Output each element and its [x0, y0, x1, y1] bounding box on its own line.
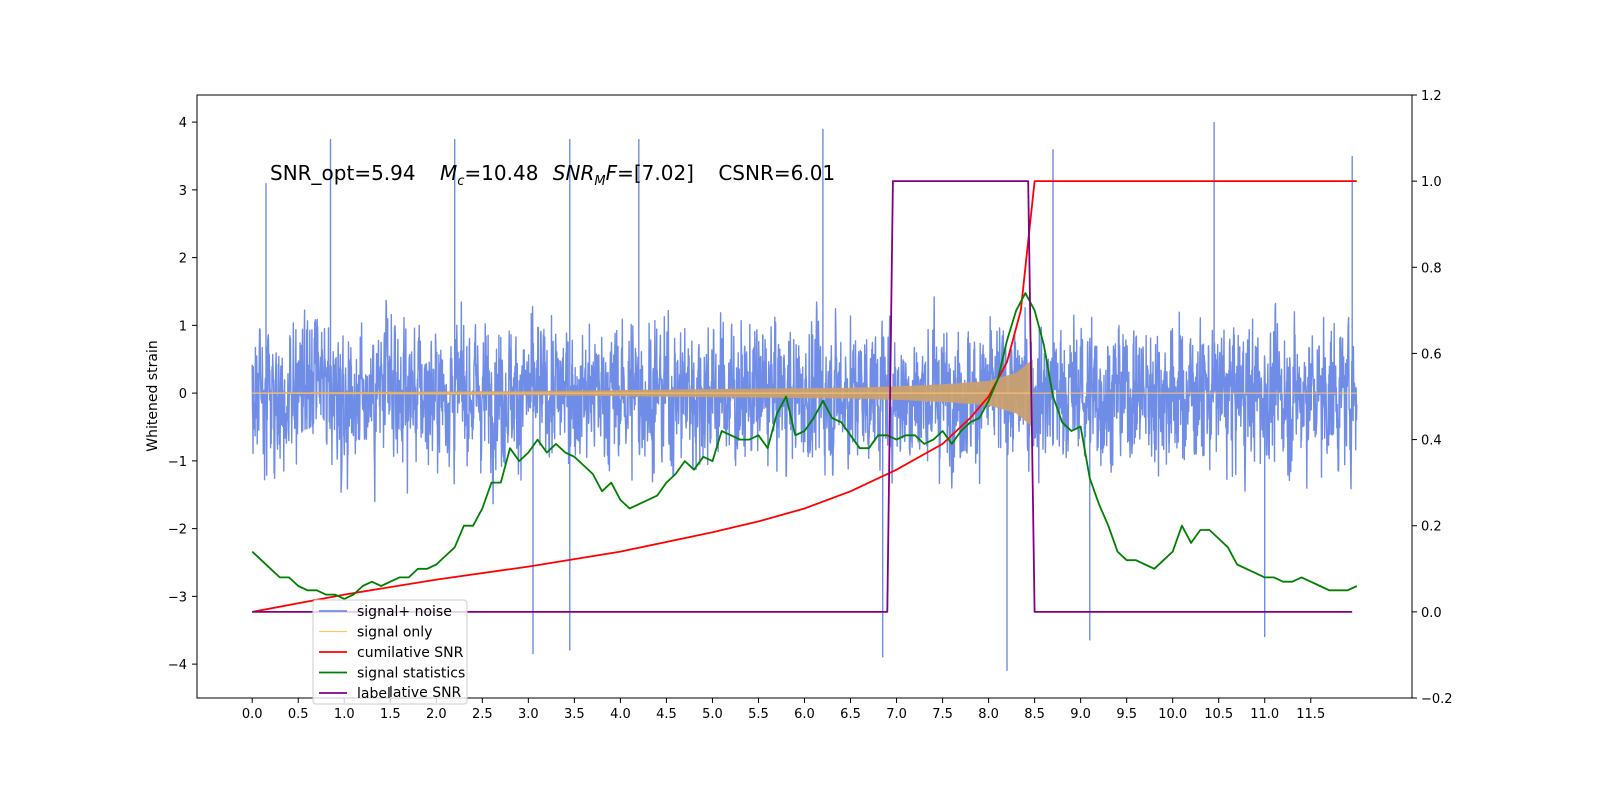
legend-label: signal only	[357, 625, 432, 641]
y-right-tick-label: 0.2	[1421, 520, 1442, 535]
annotation-snrmf-value: =[7.02]	[617, 161, 694, 185]
y-left-tick-label: 1	[179, 319, 187, 334]
legend-label: cumilative SNR	[357, 645, 464, 661]
legend-label: label	[357, 686, 391, 702]
x-tick-label: 5.5	[748, 707, 769, 722]
y-left-tick-label: 2	[179, 252, 187, 267]
y-left-tick-label: 0	[179, 387, 187, 402]
y-right-tick-label: −0.2	[1421, 692, 1453, 707]
x-tick-label: 5.0	[702, 707, 723, 722]
x-tick-label: 9.5	[1116, 707, 1137, 722]
x-tick-label: 2.5	[472, 707, 493, 722]
x-tick-label: 11.0	[1250, 707, 1279, 722]
x-axis: 0.0 0.5 1.0 1.5 2.0 2.5 3.0 3.5 4.0 4.5 5.0 5.5 6.0 6…	[242, 698, 1325, 722]
x-tick-label: 1.0	[334, 707, 355, 722]
annotation-csnr: CSNR=6.01	[718, 161, 835, 185]
series-signal-noise	[251, 122, 1358, 671]
x-tick-label: 10.5	[1204, 707, 1233, 722]
y-axis-left: −4 −3 −2 −1 0 1 2 3 4	[168, 116, 197, 673]
y-left-tick-label: −3	[168, 590, 187, 605]
annotation-snrmf-f: F	[606, 161, 618, 185]
y-right-tick-label: 1.0	[1421, 175, 1442, 190]
chart-annotation: SNR_opt=5.94 Mc=10.48 SNRMF=[7.02] CSNR=…	[270, 161, 835, 189]
annotation-mc-symbol: M	[440, 161, 457, 185]
x-tick-label: 9.0	[1070, 707, 1091, 722]
series-cumilative-snr	[252, 180, 1357, 613]
x-tick-label: 4.0	[610, 707, 631, 722]
y-right-tick-label: 0.4	[1421, 434, 1442, 449]
x-tick-label: 1.5	[380, 707, 401, 722]
x-tick-label: 8.0	[978, 707, 999, 722]
legend: signal+ noise signal only cumilative SNR si…	[312, 599, 468, 705]
legend-box	[312, 599, 468, 705]
x-tick-label: 6.0	[794, 707, 815, 722]
annotation-snrmf-subscript: M	[594, 174, 605, 189]
annotation-snrmf-symbol: SNR	[553, 161, 595, 185]
x-tick-label: 3.0	[518, 707, 539, 722]
series-label	[252, 180, 1353, 613]
x-tick-label: 11.5	[1296, 707, 1325, 722]
y-axis-label: Whitened strain	[145, 340, 161, 451]
y-left-tick-label: −2	[168, 523, 187, 538]
x-tick-label: 6.5	[840, 707, 861, 722]
y-left-tick-label: 4	[179, 116, 187, 131]
y-left-tick-label: −4	[168, 658, 187, 673]
y-right-tick-label: 1.2	[1421, 89, 1442, 104]
y-right-tick-label: 0.0	[1421, 606, 1442, 621]
y-right-tick-label: 0.6	[1421, 347, 1442, 362]
x-tick-label: 10.0	[1158, 707, 1187, 722]
annotation-mc-value: =10.48	[464, 161, 538, 185]
y-right-tick-label: 0.8	[1421, 261, 1442, 276]
x-tick-label: 3.5	[564, 707, 585, 722]
x-tick-label: 7.0	[886, 707, 907, 722]
x-tick-label: 4.5	[656, 707, 677, 722]
x-tick-label: 8.5	[1024, 707, 1045, 722]
x-tick-label: 0.5	[288, 707, 309, 722]
series-signal-statistics	[251, 292, 1358, 600]
annotation-snr-opt: SNR_opt=5.94	[270, 161, 416, 185]
legend-label: signal statistics	[357, 666, 465, 682]
x-tick-label: 0.0	[242, 707, 263, 722]
x-tick-label: 2.0	[426, 707, 447, 722]
annotation-mc-subscript: c	[457, 174, 464, 189]
y-left-tick-label: 3	[179, 184, 187, 199]
y-axis-right: −0.2 0.0 0.2 0.4 0.6 0.8 1.0 1.2	[1412, 89, 1453, 707]
x-tick-label: 7.5	[932, 707, 953, 722]
legend-label: signal+ noise	[357, 604, 452, 620]
y-left-tick-label: −1	[168, 455, 187, 470]
legend-ghost-text: lative SNR	[389, 685, 462, 701]
plot-layer	[251, 122, 1358, 671]
